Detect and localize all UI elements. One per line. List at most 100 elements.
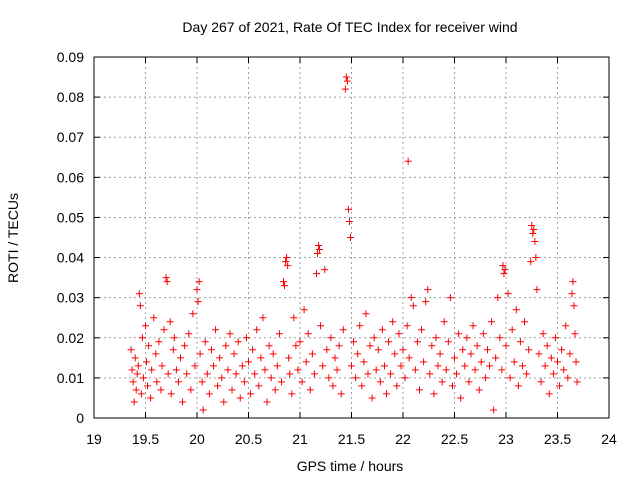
data-point xyxy=(187,386,195,394)
data-point xyxy=(486,362,494,370)
y-tick-label: 0.08 xyxy=(57,89,84,105)
data-point xyxy=(370,334,378,342)
data-point xyxy=(473,342,481,350)
data-point xyxy=(267,374,275,382)
data-point xyxy=(547,354,555,362)
data-point xyxy=(422,298,430,306)
x-tick-label: 23.5 xyxy=(544,431,571,447)
data-point xyxy=(568,290,576,298)
data-point xyxy=(352,374,360,382)
data-point xyxy=(296,338,304,346)
data-point xyxy=(564,374,572,382)
data-point xyxy=(139,374,147,382)
data-point xyxy=(155,338,163,346)
data-point xyxy=(506,374,514,382)
data-point xyxy=(413,338,421,346)
data-point xyxy=(327,334,335,342)
data-point xyxy=(158,362,166,370)
data-point xyxy=(238,362,246,370)
data-point xyxy=(378,326,386,334)
data-point xyxy=(348,362,355,370)
data-point xyxy=(523,370,531,378)
data-point xyxy=(343,77,351,85)
data-point xyxy=(306,386,314,394)
data-point xyxy=(494,294,502,302)
data-point xyxy=(383,390,391,398)
data-point xyxy=(512,306,520,314)
data-point xyxy=(269,350,277,358)
data-point xyxy=(354,350,362,358)
data-point xyxy=(240,378,248,386)
data-point xyxy=(492,354,500,362)
data-point xyxy=(148,366,156,374)
data-point xyxy=(368,394,376,402)
data-point xyxy=(430,390,438,398)
data-point xyxy=(350,338,358,346)
data-point xyxy=(284,262,292,270)
data-point xyxy=(556,382,564,390)
data-point xyxy=(467,350,475,358)
data-point xyxy=(294,366,302,374)
data-point xyxy=(345,217,353,225)
data-point xyxy=(134,362,142,370)
data-point xyxy=(471,366,479,374)
data-point xyxy=(220,398,228,406)
data-point xyxy=(203,370,211,378)
data-point xyxy=(290,314,298,322)
data-point xyxy=(137,390,145,398)
data-point xyxy=(532,254,540,262)
data-point xyxy=(222,342,230,350)
x-tick-label: 24 xyxy=(601,431,617,447)
y-tick-labels: 0 0.01 0.02 0.03 0.04 0.05 0.06 0.07 0.08 0.09 xyxy=(57,49,84,426)
data-point xyxy=(541,362,549,370)
data-point xyxy=(415,386,423,394)
data-point xyxy=(399,346,407,354)
data-point xyxy=(164,370,172,378)
data-point xyxy=(183,370,191,378)
data-point xyxy=(205,390,213,398)
data-point xyxy=(426,370,434,378)
data-point xyxy=(283,254,291,262)
y-axis-label: ROTI / TECUs xyxy=(5,193,21,283)
data-point xyxy=(496,334,504,342)
data-point xyxy=(181,342,189,350)
data-point xyxy=(531,238,539,246)
data-point xyxy=(529,229,537,237)
data-point xyxy=(397,362,405,370)
y-tick-label: 0 xyxy=(76,410,84,426)
x-tick-label: 21 xyxy=(292,431,308,447)
data-point xyxy=(501,266,509,274)
data-point xyxy=(455,330,463,338)
data-point xyxy=(504,290,512,298)
data-point xyxy=(157,386,165,394)
data-point xyxy=(261,366,269,374)
data-point xyxy=(255,382,263,390)
data-point xyxy=(420,358,428,366)
data-point xyxy=(424,286,432,294)
data-point xyxy=(152,350,160,358)
data-point xyxy=(169,346,177,354)
data-point xyxy=(230,350,238,358)
data-point xyxy=(530,225,538,233)
data-point xyxy=(147,394,155,402)
data-point xyxy=(263,398,271,406)
data-point xyxy=(282,258,290,266)
data-point xyxy=(207,346,215,354)
data-point xyxy=(189,310,197,318)
data-point xyxy=(314,250,322,258)
data-point xyxy=(170,334,178,342)
data-point xyxy=(339,326,347,334)
data-point xyxy=(537,378,545,386)
data-point xyxy=(453,370,461,378)
data-point xyxy=(554,358,561,366)
data-point xyxy=(298,378,306,386)
data-point xyxy=(304,330,312,338)
data-points xyxy=(127,73,581,414)
data-point xyxy=(136,302,144,310)
y-tick-label: 0.06 xyxy=(57,169,84,185)
data-point xyxy=(549,370,557,378)
data-point xyxy=(481,374,489,382)
data-point xyxy=(308,350,316,358)
